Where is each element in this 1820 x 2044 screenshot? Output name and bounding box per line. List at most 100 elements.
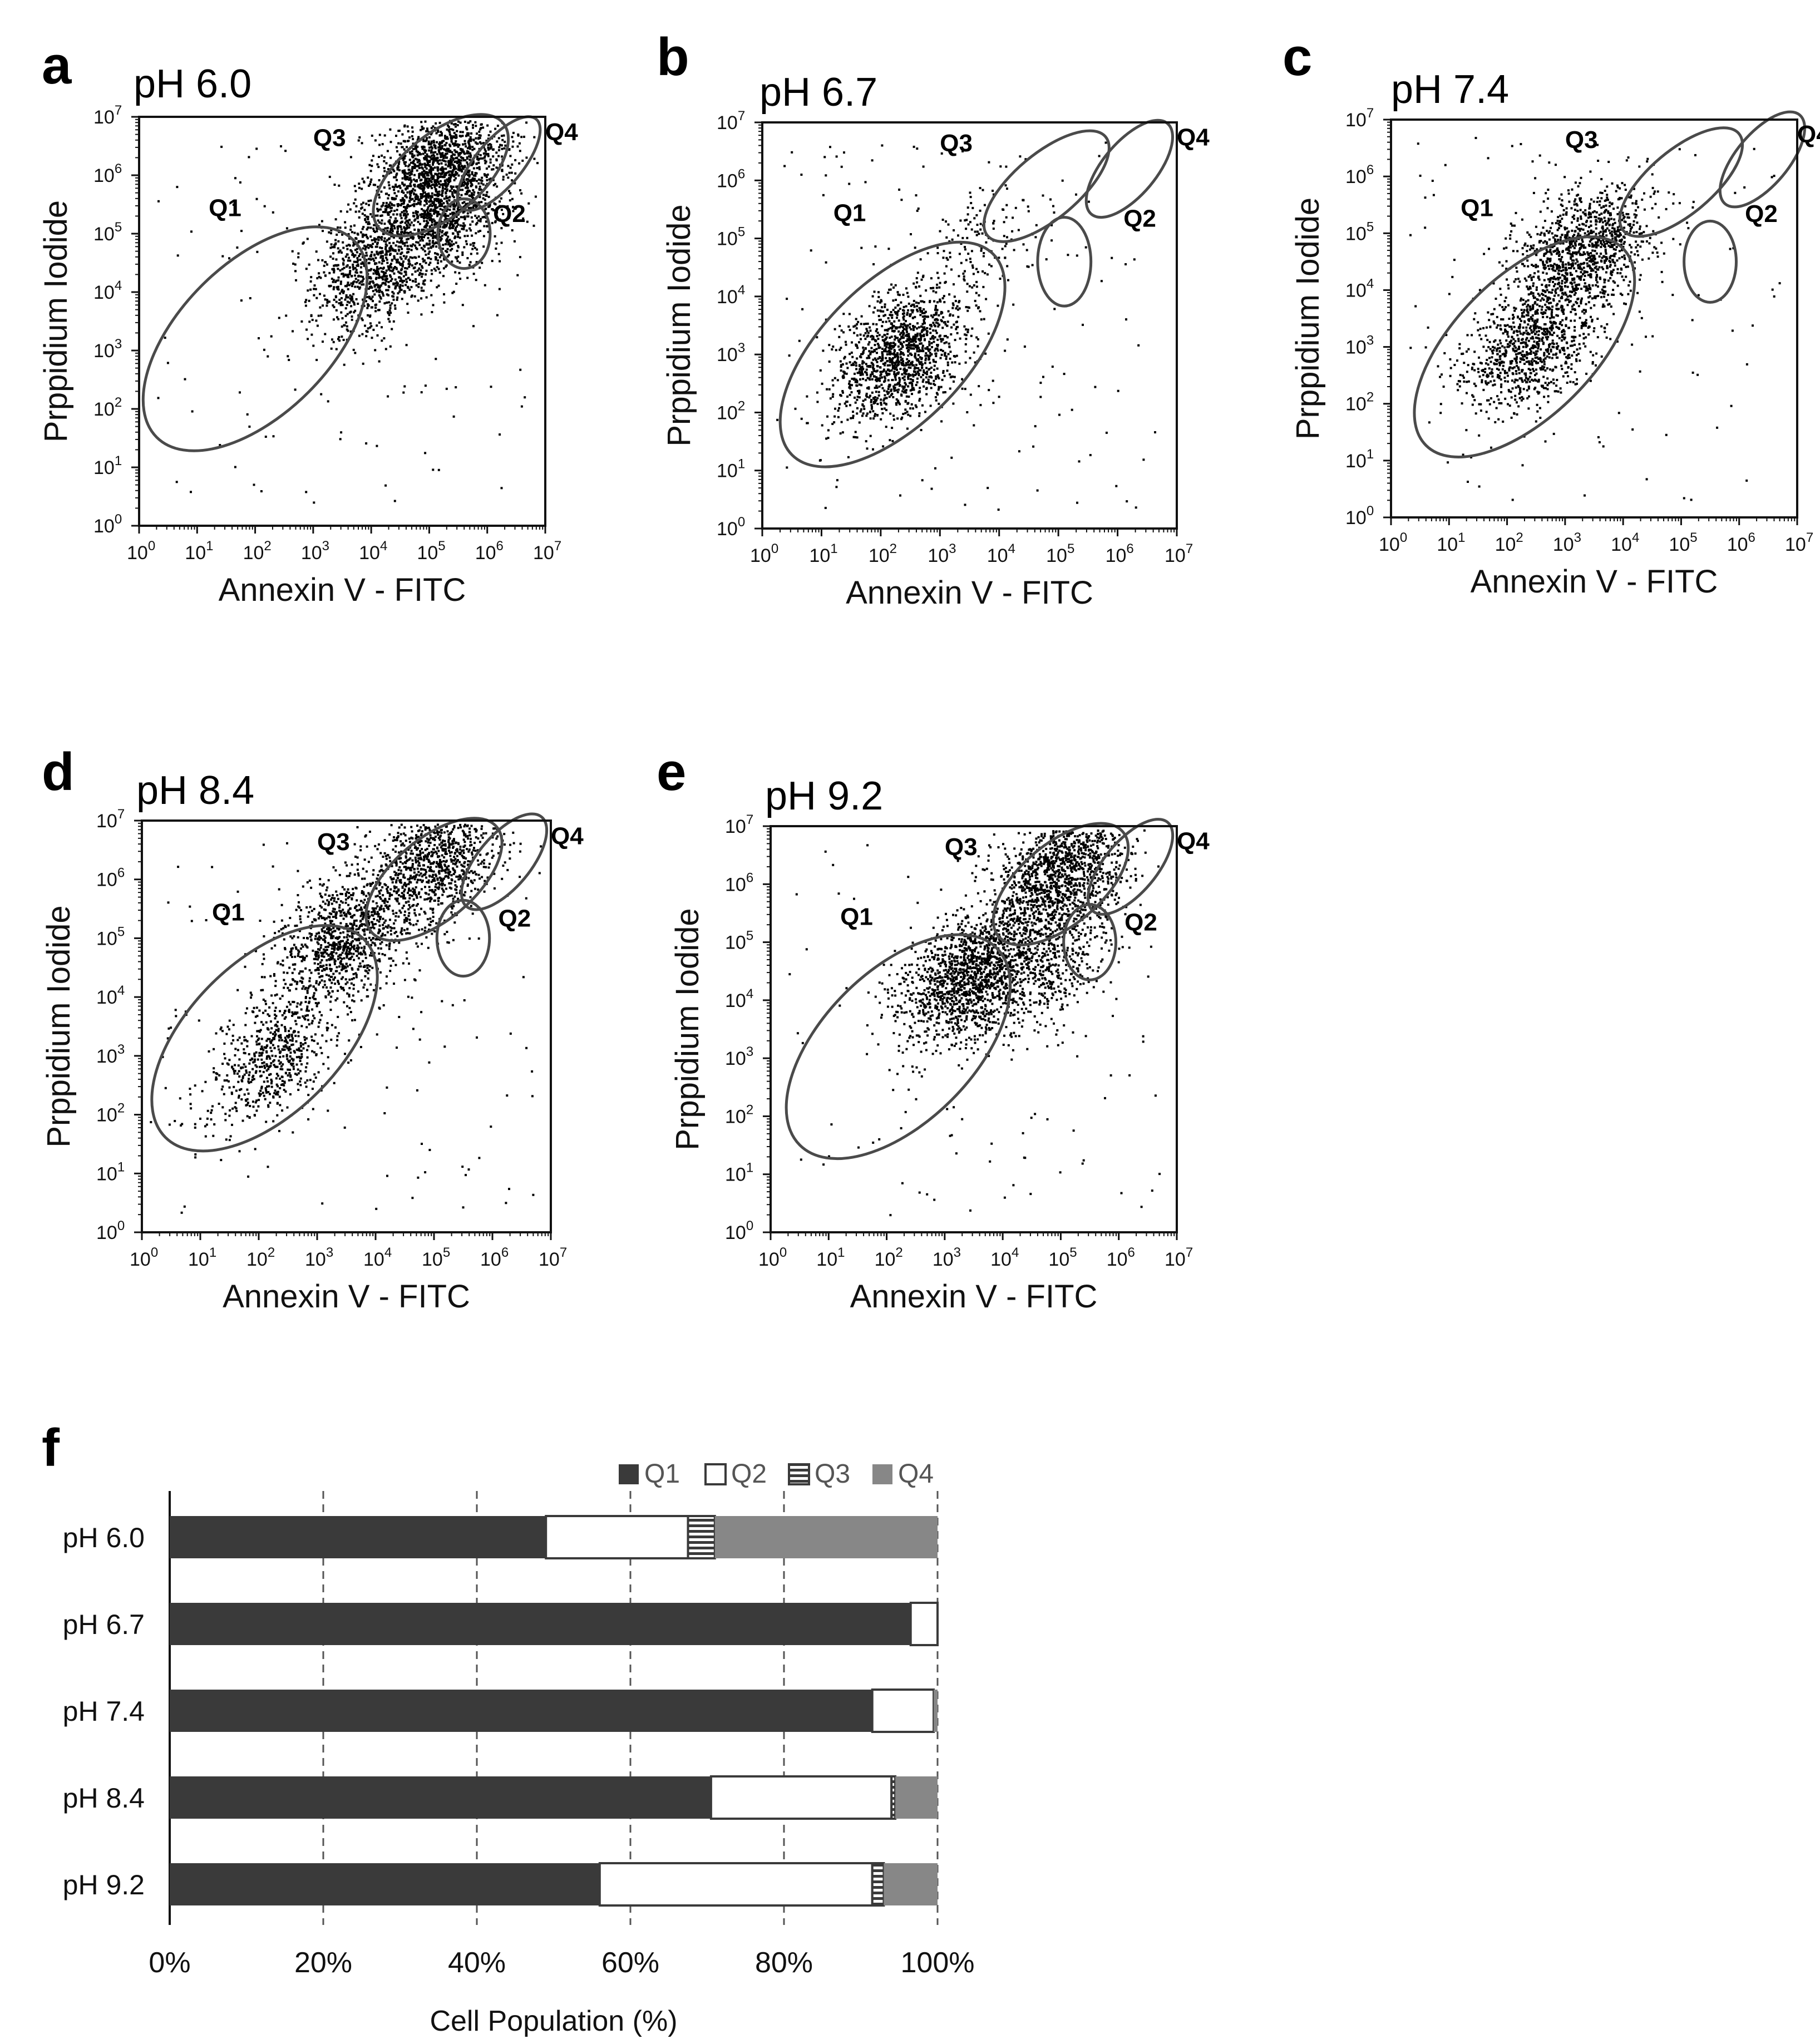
data-point: [423, 279, 426, 282]
data-point: [474, 174, 477, 176]
data-point: [978, 233, 980, 235]
data-point: [852, 436, 855, 438]
data-point: [423, 234, 426, 236]
data-point: [444, 205, 447, 208]
data-point: [487, 230, 490, 233]
data-point: [442, 267, 445, 270]
data-point: [433, 155, 436, 157]
data-point: [908, 337, 911, 339]
data-point: [482, 183, 485, 186]
data-point: [441, 141, 443, 144]
data-point: [470, 182, 473, 185]
data-point: [1039, 396, 1042, 398]
data-point: [918, 326, 920, 329]
data-point: [382, 175, 384, 177]
data-point: [891, 314, 894, 317]
data-point: [440, 175, 442, 178]
data-point: [1067, 254, 1069, 256]
data-point: [413, 163, 416, 166]
data-point: [413, 185, 416, 187]
data-point: [882, 399, 885, 402]
data-point: [1532, 191, 1535, 194]
data-point: [891, 357, 894, 359]
data-point: [1137, 344, 1140, 347]
data-point: [475, 279, 477, 282]
data-point: [387, 194, 390, 196]
data-point: [899, 308, 901, 310]
data-point: [850, 391, 853, 394]
data-point: [376, 245, 378, 248]
data-point: [384, 227, 387, 230]
data-point: [462, 159, 465, 162]
data-point: [525, 121, 528, 124]
data-point: [919, 294, 922, 297]
data-point: [503, 147, 506, 150]
data-point: [392, 320, 395, 323]
x-tick-label: 100: [750, 541, 778, 566]
data-point: [370, 255, 372, 258]
data-point: [883, 407, 886, 410]
data-point: [925, 381, 928, 384]
data-point: [908, 382, 911, 384]
data-point: [1589, 295, 1591, 298]
data-point: [432, 245, 435, 248]
data-point: [393, 170, 396, 172]
data-point: [992, 379, 994, 382]
data-point: [401, 177, 404, 180]
data-point: [435, 132, 438, 135]
data-point: [947, 310, 950, 313]
data-point: [380, 284, 382, 287]
data-point: [971, 266, 974, 269]
data-point: [459, 131, 462, 134]
data-point: [383, 337, 386, 340]
data-point: [448, 199, 451, 202]
data-point: [397, 165, 399, 167]
data-point: [907, 309, 910, 312]
data-point: [425, 223, 428, 226]
data-point: [896, 317, 898, 319]
data-point: [500, 241, 503, 244]
data-point: [848, 313, 851, 315]
data-point: [397, 245, 400, 248]
data-point: [363, 264, 366, 267]
data-point: [860, 323, 862, 325]
data-point: [887, 317, 890, 319]
data-point: [408, 177, 411, 180]
data-point: [921, 312, 924, 314]
data-point: [941, 297, 944, 300]
data-point: [788, 354, 791, 357]
data-point: [474, 214, 477, 217]
data-point: [881, 306, 883, 309]
data-point: [427, 180, 430, 182]
data-point: [436, 169, 439, 171]
data-point: [1582, 228, 1585, 231]
data-point: [869, 353, 872, 356]
data-point: [1604, 248, 1607, 251]
data-point: [884, 303, 886, 306]
data-point: [502, 178, 505, 181]
data-point: [927, 315, 929, 318]
data-point: [498, 288, 501, 290]
data-point: [460, 194, 463, 196]
data-point: [406, 267, 408, 270]
data-point: [928, 340, 931, 343]
data-point: [459, 224, 462, 227]
data-point: [432, 233, 434, 235]
data-point: [975, 234, 978, 236]
panel-letter: b: [657, 27, 689, 87]
data-point: [407, 312, 410, 314]
data-point: [345, 294, 348, 297]
data-point: [987, 487, 989, 490]
data-point: [487, 205, 490, 208]
data-point: [368, 261, 371, 264]
data-point: [992, 228, 995, 230]
data-point: [413, 228, 416, 231]
data-point: [852, 417, 854, 419]
data-point: [347, 276, 350, 279]
data-point: [443, 233, 446, 236]
data-point: [875, 339, 877, 342]
data-point: [315, 319, 318, 322]
data-point: [916, 371, 919, 373]
data-point: [1125, 318, 1127, 321]
